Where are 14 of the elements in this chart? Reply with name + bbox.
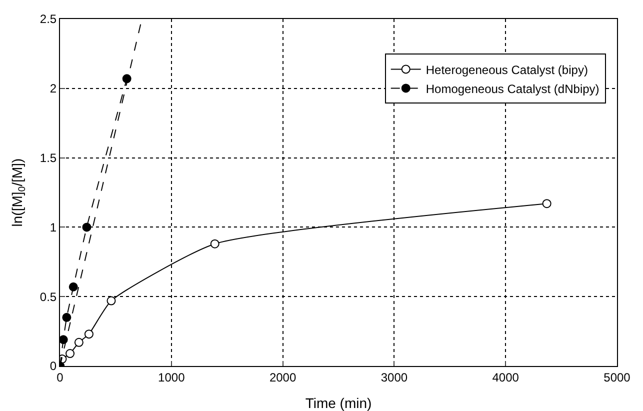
y-tick-label: 2	[50, 82, 57, 96]
legend-label: Heterogeneous Catalyst (bipy)	[426, 62, 588, 77]
y-tick-label: 0	[50, 359, 57, 374]
x-tick-label: 2000	[269, 370, 296, 384]
x-tick-label: 4000	[492, 370, 520, 384]
x-tick-label: 3000	[380, 370, 408, 384]
y-tick-label: 0.5	[40, 290, 57, 304]
y-tick-label: 1	[50, 220, 57, 234]
x-axis-title: Time (min)	[305, 395, 372, 411]
x-tick-label: 1000	[158, 370, 186, 384]
y-tick-label: 2.5	[40, 12, 57, 26]
x-tick-label: 5000	[604, 370, 631, 384]
legend-label: Homogeneous Catalyst (dNbipy)	[426, 82, 600, 96]
y-tick-label: 1.5	[40, 151, 57, 165]
